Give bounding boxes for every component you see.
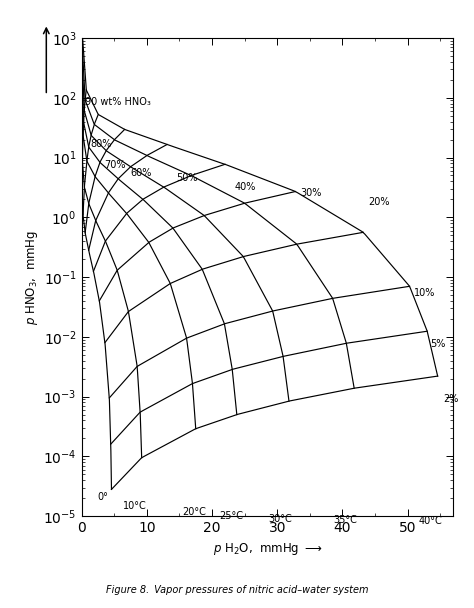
Text: 20°C: 20°C (182, 507, 206, 517)
Text: 40%: 40% (235, 182, 256, 192)
Text: 60%: 60% (130, 168, 152, 178)
Text: 10°C: 10°C (123, 501, 147, 511)
X-axis label: $p$ H$_2$O,  mmHg $\longrightarrow$: $p$ H$_2$O, mmHg $\longrightarrow$ (213, 541, 322, 556)
Text: 35°C: 35°C (334, 515, 358, 525)
Text: 5%: 5% (430, 339, 446, 349)
Text: Figure 8. Vapor pressures of nitric acid–water system: Figure 8. Vapor pressures of nitric acid… (106, 585, 368, 595)
Text: 80%: 80% (90, 139, 111, 149)
Text: 30%: 30% (300, 188, 321, 198)
Text: 40°C: 40°C (419, 516, 442, 526)
Text: 30°C: 30°C (269, 514, 292, 523)
Text: 50%: 50% (176, 173, 198, 183)
Text: 20%: 20% (368, 197, 390, 207)
Text: 0°: 0° (97, 492, 108, 502)
Text: 90 wt% HNO₃: 90 wt% HNO₃ (85, 97, 151, 107)
Text: 10%: 10% (414, 288, 436, 297)
Text: 2%: 2% (444, 395, 459, 404)
Text: 70%: 70% (104, 160, 126, 170)
Y-axis label: $p$ HNO$_3$,  mmHg: $p$ HNO$_3$, mmHg (25, 229, 40, 325)
Text: 25°C: 25°C (219, 511, 244, 522)
